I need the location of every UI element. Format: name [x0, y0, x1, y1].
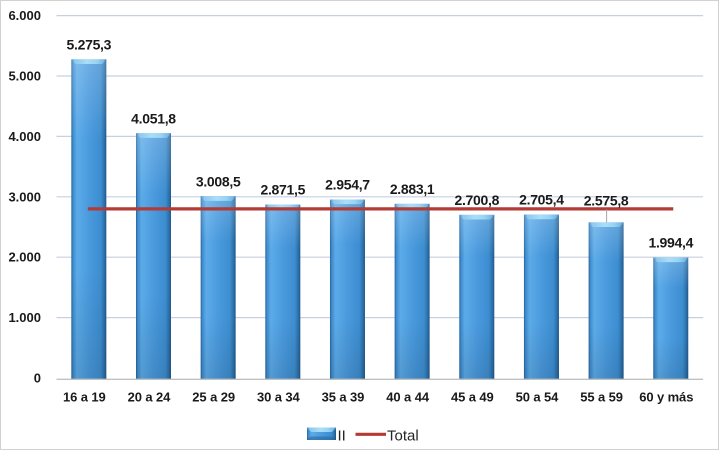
y-tick-label: 2.000	[8, 250, 41, 265]
data-label: 5.275,3	[67, 36, 112, 52]
bar-shading	[200, 196, 236, 380]
data-label: 2.871,5	[260, 182, 305, 198]
bar-top-bevel	[71, 59, 107, 64]
y-tick-label: 6.000	[8, 8, 41, 23]
x-tick-label: 25 a 29	[192, 390, 235, 405]
bar-shading	[71, 59, 107, 380]
x-axis-labels: 16 a 19 20 a 24 25 a 29 30 a 34 35 a 39 40 a …	[63, 390, 693, 405]
x-tick-label: 50 a 54	[516, 390, 560, 405]
bar-shading	[653, 257, 689, 380]
bar-shading	[459, 214, 495, 380]
y-tick-label: 0	[34, 371, 41, 386]
y-axis-labels: 0 1.000 2.000 3.000 4.000 5.000 6.000	[8, 8, 41, 385]
y-tick-label: 4.000	[8, 129, 41, 144]
y-tick-label: 3.000	[8, 189, 41, 204]
data-label: 1.994,4	[648, 235, 693, 251]
bar-shading	[394, 203, 430, 380]
bar-series	[71, 59, 689, 380]
bar-shading	[588, 222, 624, 380]
x-tick-label: 40 a 44	[386, 390, 430, 405]
data-label: 2.954,7	[325, 177, 370, 193]
chart-legend: II Total	[307, 427, 419, 445]
bar-top-bevel	[135, 133, 171, 138]
bar-shading	[135, 133, 171, 380]
x-tick-label: 35 a 39	[322, 390, 365, 405]
legend-bar-swatch	[307, 427, 336, 440]
bar-top-bevel	[200, 196, 236, 201]
bar-shading	[265, 204, 301, 380]
bar-top-bevel	[523, 214, 559, 220]
x-tick-label: 60 y más	[639, 390, 693, 405]
data-labels-layer: 5.275,3 4.051,8 3.008,5 2.871,5 2.954,7 2.883…	[67, 36, 694, 250]
legend-label-bar-series: II	[338, 428, 346, 445]
bar-top-bevel	[588, 222, 624, 228]
x-tick-label: 45 a 49	[451, 390, 494, 405]
x-tick-label: 55 a 59	[580, 390, 623, 405]
data-label: 3.008,5	[196, 173, 241, 189]
bar-top-bevel	[653, 257, 689, 263]
data-label: 2.575,8	[584, 192, 629, 208]
data-label: 4.051,8	[131, 110, 176, 126]
x-tick-label: 30 a 34	[257, 390, 301, 405]
bar-top-bevel	[459, 214, 495, 220]
y-tick-label: 5.000	[8, 69, 41, 84]
bar-shading	[523, 214, 559, 380]
bar-top-bevel	[329, 199, 365, 205]
x-tick-label: 20 a 24	[128, 390, 172, 405]
y-tick-label: 1.000	[8, 310, 41, 325]
legend-label-total: Total	[387, 428, 419, 445]
bar-shading	[329, 199, 365, 380]
data-label: 2.883,1	[390, 181, 435, 197]
total-line-layer	[87, 207, 674, 223]
data-label: 2.700,8	[454, 192, 499, 208]
x-tick-label: 16 a 19	[63, 390, 106, 405]
data-label: 2.705,4	[519, 192, 564, 208]
